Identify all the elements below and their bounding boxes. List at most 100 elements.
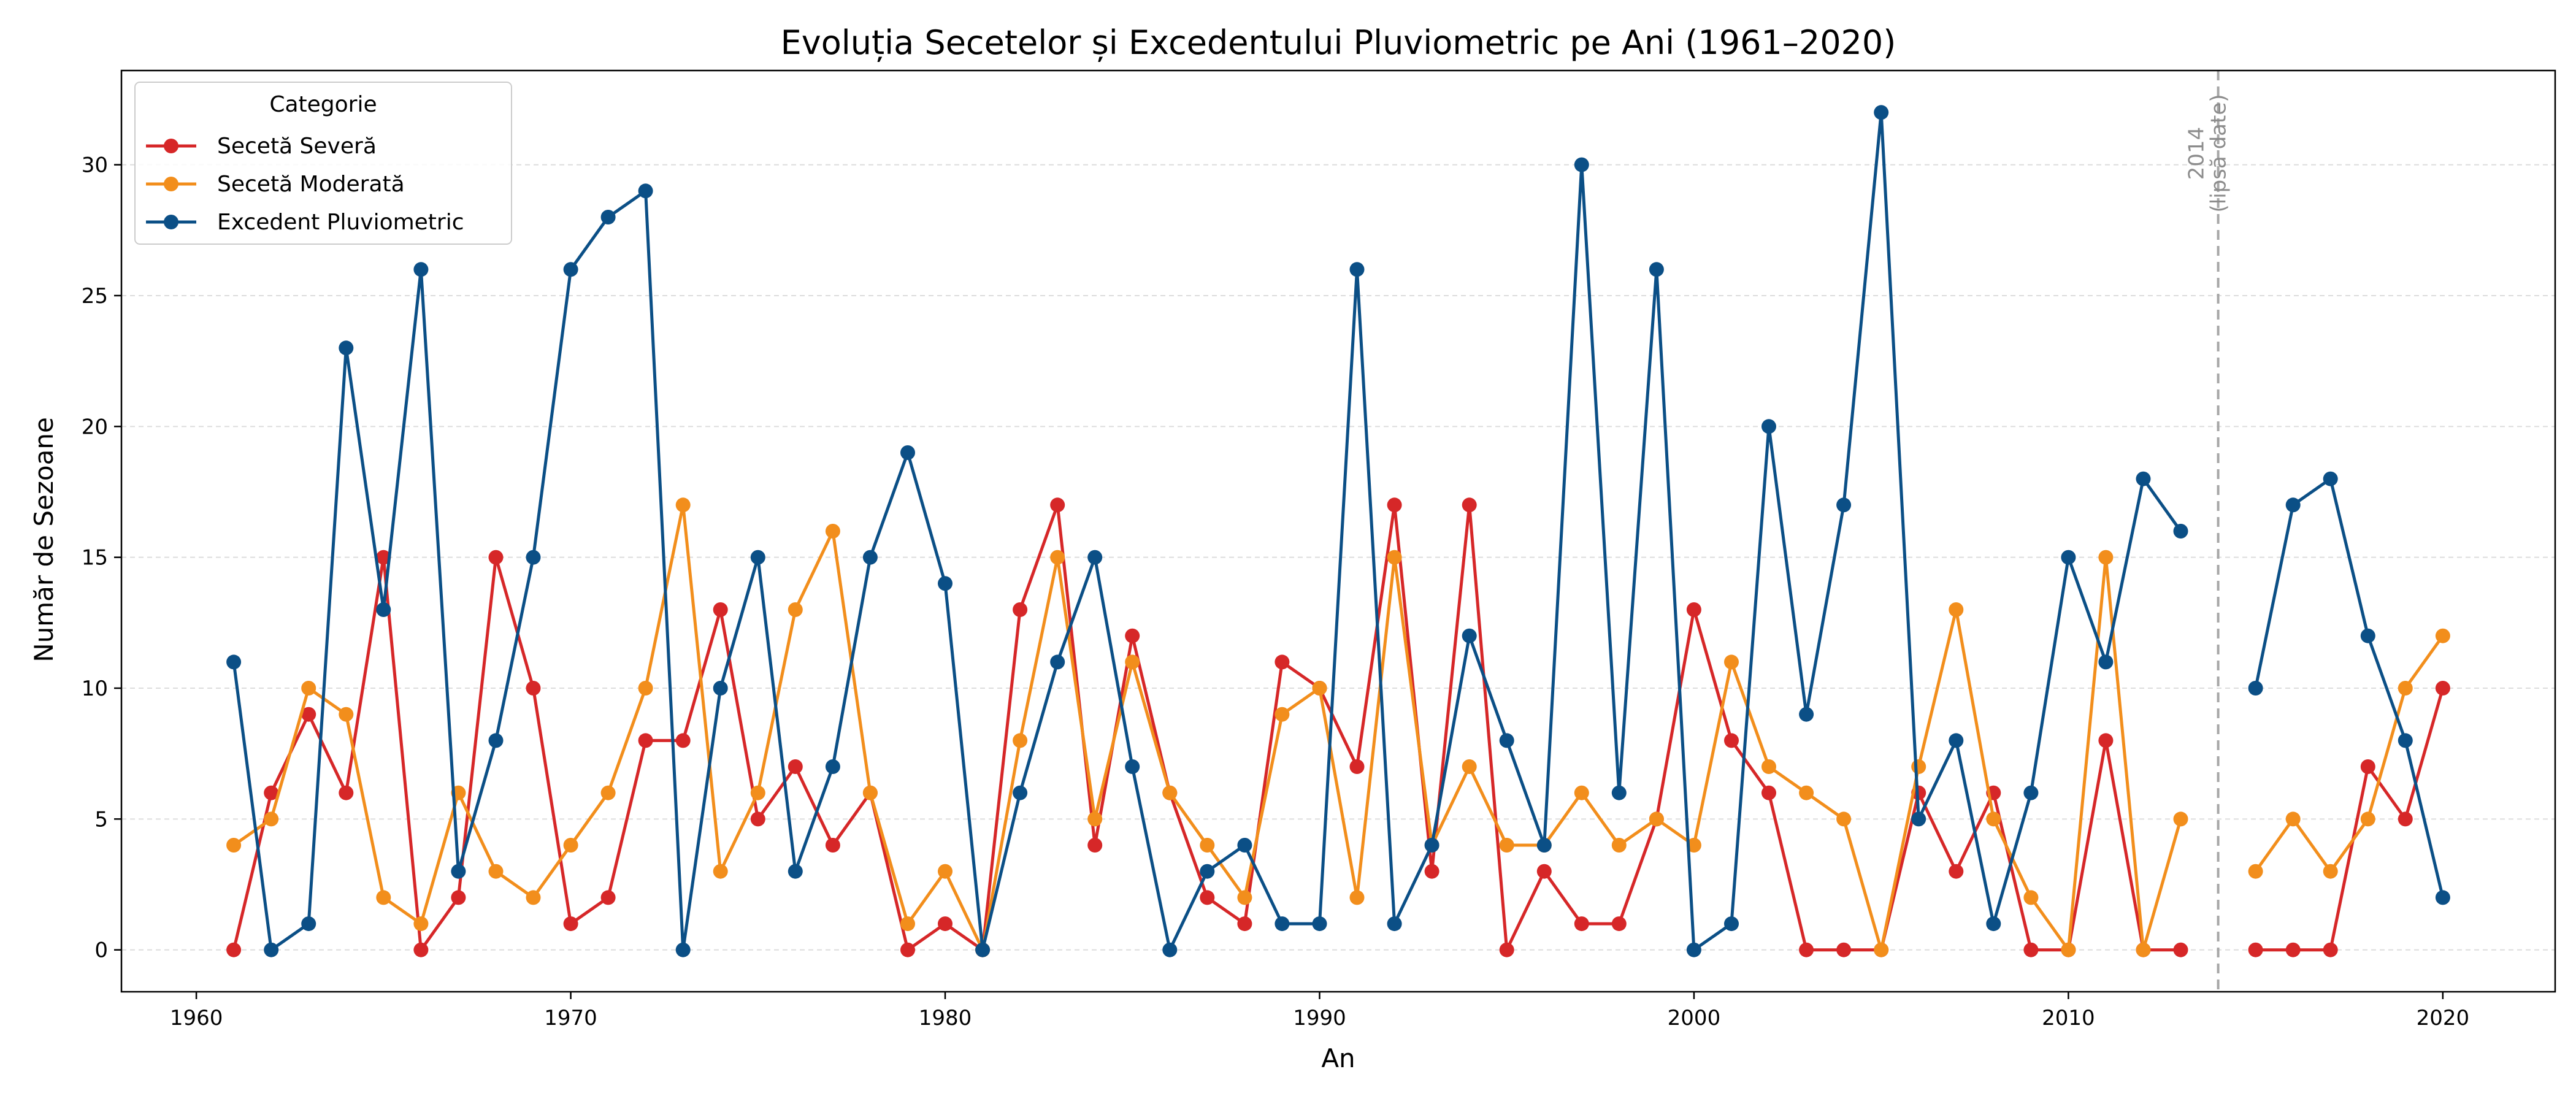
data-point (1462, 628, 1477, 643)
data-point (1275, 707, 1290, 722)
data-point (2435, 681, 2450, 696)
data-point (1724, 733, 1739, 748)
data-point (226, 942, 242, 957)
data-point (301, 707, 316, 722)
data-point (1087, 550, 1103, 565)
legend-label: Secetă Moderată (217, 172, 405, 197)
data-point (1724, 654, 1739, 670)
data-point (2248, 942, 2263, 957)
y-tick-label: 10 (82, 677, 108, 701)
y-tick-label: 0 (94, 938, 108, 963)
data-point (2173, 811, 2188, 827)
data-point (1724, 916, 1739, 932)
data-point (825, 759, 840, 774)
data-point (1162, 942, 1178, 957)
data-point (1125, 759, 1140, 774)
data-point (301, 916, 316, 932)
legend: Categorie Secetă Severă Secetă Moderată Exc… (134, 82, 512, 245)
data-point (264, 942, 279, 957)
data-point (1237, 916, 1252, 932)
data-point (938, 916, 953, 932)
data-point (1986, 811, 2001, 827)
data-point (1125, 628, 1140, 643)
x-tick-label: 2010 (2042, 1006, 2095, 1030)
data-point (1087, 811, 1103, 827)
y-tick-label: 25 (82, 284, 108, 309)
annotation-layer: 2014(lipsă date) (2185, 71, 2231, 992)
data-point (1462, 759, 1477, 774)
data-point (2323, 942, 2338, 957)
data-point (600, 210, 616, 224)
data-point (563, 916, 578, 932)
data-point (2173, 524, 2188, 539)
data-point (1761, 785, 1776, 800)
data-point (1911, 759, 1926, 774)
data-point (713, 602, 728, 617)
data-point (1499, 942, 1514, 957)
data-point (1237, 890, 1252, 905)
data-point (563, 262, 578, 277)
data-point (1949, 733, 1964, 748)
plot-frame (120, 69, 2556, 993)
data-point (2360, 628, 2375, 643)
data-point (2061, 942, 2076, 957)
data-point (2173, 942, 2188, 957)
data-point (301, 681, 316, 696)
data-point (750, 550, 765, 565)
data-point (526, 681, 541, 696)
annotation-text: (lipsă date) (2207, 94, 2231, 212)
data-point (788, 864, 803, 879)
data-point (900, 942, 915, 957)
data-point (488, 864, 504, 879)
data-point (1499, 838, 1514, 853)
x-tick-label: 1990 (1293, 1006, 1346, 1030)
data-point (2248, 681, 2263, 696)
data-point (1874, 942, 1889, 957)
data-point (2360, 759, 2375, 774)
data-point (975, 942, 991, 957)
data-point (413, 916, 429, 932)
data-point (226, 838, 242, 853)
data-point (1200, 864, 1215, 879)
data-point (1836, 942, 1852, 957)
data-point (376, 602, 391, 617)
data-point (1424, 838, 1439, 853)
data-point (1424, 864, 1439, 879)
data-point (900, 445, 915, 460)
data-point (2398, 733, 2413, 748)
data-point (1013, 733, 1028, 748)
data-point (1349, 890, 1365, 905)
data-point (1499, 733, 1514, 748)
data-point (1349, 759, 1365, 774)
data-point (1611, 838, 1627, 853)
data-point (526, 890, 541, 905)
data-point (1275, 654, 1290, 670)
data-point (1686, 838, 1701, 853)
data-point (1836, 497, 1852, 513)
y-tick-label: 30 (82, 153, 108, 178)
x-tick-label: 1960 (170, 1006, 223, 1030)
data-point (1686, 942, 1701, 957)
grid-lines (121, 164, 2555, 951)
data-point (1050, 550, 1065, 565)
data-point (713, 864, 728, 879)
series-layer (226, 105, 2450, 957)
data-point (1087, 838, 1103, 853)
data-point (675, 942, 691, 957)
data-point (900, 916, 915, 932)
data-point (1949, 864, 1964, 879)
data-point (2285, 497, 2301, 513)
data-point (1200, 890, 1215, 905)
data-point (675, 497, 691, 513)
series-line (232, 503, 2181, 952)
data-point (2023, 942, 2039, 957)
data-point (1200, 838, 1215, 853)
x-tick-label: 1970 (544, 1006, 597, 1030)
data-point (713, 681, 728, 696)
series-2 (226, 105, 2450, 957)
y-tick-label: 15 (82, 546, 108, 570)
data-point (488, 550, 504, 565)
data-point (1387, 497, 1402, 513)
legend-marker (164, 215, 178, 229)
x-tick-label: 2020 (2417, 1006, 2470, 1030)
